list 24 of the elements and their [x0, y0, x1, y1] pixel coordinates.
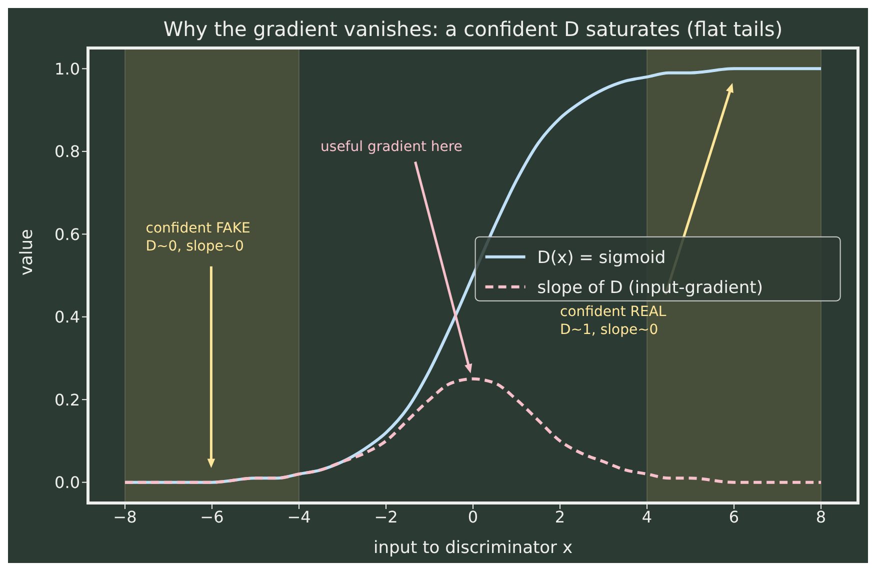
y-tick-label: 0.6	[54, 224, 80, 244]
x-tick-label: 2	[554, 507, 566, 526]
x-tick-label: −8	[113, 507, 137, 526]
x-tick-label: 4	[642, 507, 652, 526]
y-tick-label: 0.2	[54, 390, 80, 410]
line-series	[123, 377, 823, 484]
y-tick-label: 0.8	[54, 142, 80, 162]
annotation: confident REAL D~1, slope~0	[560, 304, 666, 338]
annotation: confident FAKE D~0, slope~0	[146, 220, 250, 254]
y-tick-label: 1.0	[54, 59, 80, 78]
x-tick-label: 6	[728, 507, 740, 526]
x-tick-label: 8	[816, 507, 826, 526]
x-tick-label: −2	[374, 507, 398, 526]
y-axis-title: value	[17, 229, 38, 276]
x-tick-label: −4	[287, 507, 311, 526]
x-axis-title: input to discriminator x	[373, 538, 573, 558]
legend-label: slope of D (input-gradient)	[537, 278, 763, 298]
legend-label: D(x) = sigmoid	[537, 248, 666, 268]
chart-title: Why the gradient vanishes: a confident D saturates (flat tails)	[163, 17, 783, 41]
y-tick-label: 0.4	[54, 308, 80, 327]
annotation: useful gradient here	[320, 138, 462, 155]
x-tick-label: −6	[200, 507, 224, 526]
x-tick-label: 0	[468, 507, 478, 526]
y-tick-label: 0.0	[54, 473, 80, 492]
